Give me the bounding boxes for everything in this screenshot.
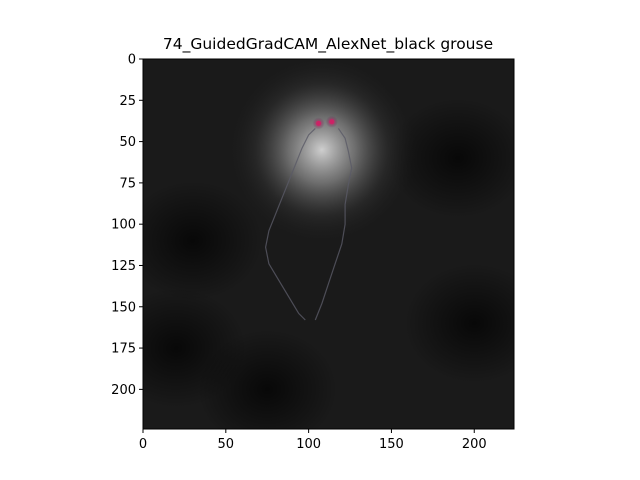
bird-silhouette: [264, 127, 353, 321]
x-tick-label: 0: [139, 437, 147, 452]
y-tick-label: 150: [111, 300, 136, 315]
x-tick-label: 50: [218, 437, 235, 452]
y-tick-label: 0: [128, 53, 136, 68]
y-tick-label: 100: [111, 218, 136, 233]
y-tick-label: 200: [111, 383, 136, 398]
y-tick-label: 50: [119, 135, 136, 150]
activation-hotspot: [226, 59, 417, 245]
bird-outline-left: [264, 127, 316, 321]
dark-region: [387, 98, 514, 219]
y-tick-label: 75: [119, 176, 136, 191]
x-tick-label: 200: [462, 437, 487, 452]
chart-title: 74_GuidedGradCAM_AlexNet_black grouse: [163, 35, 493, 54]
x-tick-label: 100: [296, 437, 321, 452]
dark-region: [197, 329, 338, 429]
y-axis: 0 25 50 75 100 125 150 175 200: [111, 53, 143, 398]
plot-frame: [142, 58, 515, 430]
heatmap-shading: [143, 59, 514, 429]
y-tick-label: 175: [111, 342, 136, 357]
highlight-points: [312, 115, 338, 130]
bird-outline-right: [314, 128, 353, 321]
dark-region: [143, 180, 263, 301]
plot-area: [143, 59, 514, 429]
highlight-point-0: [316, 120, 322, 126]
dark-region: [404, 263, 514, 384]
highlight-point-1: [329, 119, 335, 125]
y-tick-label: 125: [111, 259, 136, 274]
y-tick-label: 25: [119, 94, 136, 109]
x-axis: 0 50 100 150 200: [139, 429, 487, 452]
x-tick-label: 150: [379, 437, 404, 452]
